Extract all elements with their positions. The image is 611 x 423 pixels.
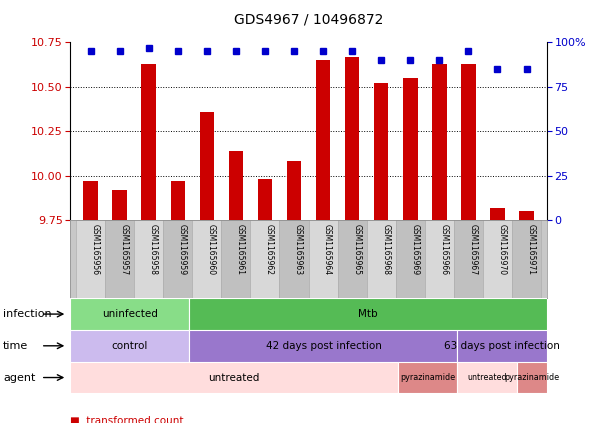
Text: GSM1165962: GSM1165962: [265, 224, 274, 275]
Bar: [512, 220, 541, 298]
Bar: [287, 161, 301, 220]
Bar: [105, 220, 134, 298]
Bar: [316, 60, 331, 220]
Bar: [76, 220, 105, 298]
Bar: [221, 220, 251, 298]
Bar: [483, 220, 512, 298]
Text: Mtb: Mtb: [358, 309, 378, 319]
Bar: [112, 190, 127, 220]
Bar: [258, 179, 273, 220]
Bar: [142, 63, 156, 220]
Bar: [170, 181, 185, 220]
Bar: [517, 362, 547, 393]
Bar: [134, 220, 163, 298]
Bar: [432, 63, 447, 220]
Text: GSM1165963: GSM1165963: [294, 224, 303, 275]
Text: GSM1165961: GSM1165961: [236, 224, 245, 275]
Text: GSM1165958: GSM1165958: [148, 224, 158, 275]
Bar: [70, 362, 398, 393]
Bar: [458, 362, 517, 393]
Text: GSM1165965: GSM1165965: [352, 224, 361, 275]
Text: untreated: untreated: [467, 373, 507, 382]
Bar: [251, 220, 279, 298]
Text: GSM1165957: GSM1165957: [120, 224, 129, 275]
Text: uninfected: uninfected: [102, 309, 158, 319]
Bar: [70, 330, 189, 362]
Text: GSM1165966: GSM1165966: [439, 224, 448, 275]
Text: GSM1165964: GSM1165964: [323, 224, 332, 275]
Bar: [163, 220, 192, 298]
Bar: [189, 298, 547, 330]
Bar: [454, 220, 483, 298]
Text: infection: infection: [3, 309, 52, 319]
Bar: [490, 208, 505, 220]
Text: agent: agent: [3, 373, 35, 382]
Text: untreated: untreated: [208, 373, 260, 382]
Text: pyrazinamide: pyrazinamide: [400, 373, 455, 382]
Bar: [83, 181, 98, 220]
Bar: [279, 220, 309, 298]
Bar: [189, 330, 458, 362]
Text: 63 days post infection: 63 days post infection: [444, 341, 560, 351]
Bar: [345, 57, 359, 220]
Text: GSM1165967: GSM1165967: [469, 224, 477, 275]
Text: GSM1165956: GSM1165956: [90, 224, 100, 275]
Text: control: control: [112, 341, 148, 351]
Text: GDS4967 / 10496872: GDS4967 / 10496872: [234, 13, 383, 27]
Text: GSM1165971: GSM1165971: [527, 224, 535, 275]
Bar: [396, 220, 425, 298]
Bar: [229, 151, 243, 220]
Text: time: time: [3, 341, 28, 351]
Bar: [461, 63, 475, 220]
Text: ■  transformed count: ■ transformed count: [70, 416, 184, 423]
Bar: [200, 112, 214, 220]
Bar: [338, 220, 367, 298]
Bar: [519, 211, 534, 220]
Text: GSM1165959: GSM1165959: [178, 224, 187, 275]
Bar: [374, 83, 389, 220]
Bar: [70, 298, 189, 330]
Text: GSM1165960: GSM1165960: [207, 224, 216, 275]
Bar: [398, 362, 458, 393]
Text: pyrazinamide: pyrazinamide: [505, 373, 560, 382]
Text: GSM1165970: GSM1165970: [497, 224, 507, 275]
Bar: [367, 220, 396, 298]
Bar: [309, 220, 338, 298]
Text: GSM1165969: GSM1165969: [410, 224, 419, 275]
Bar: [192, 220, 221, 298]
Bar: [458, 330, 547, 362]
Text: 42 days post infection: 42 days post infection: [266, 341, 381, 351]
Text: GSM1165968: GSM1165968: [381, 224, 390, 275]
Bar: [403, 78, 417, 220]
Bar: [425, 220, 454, 298]
